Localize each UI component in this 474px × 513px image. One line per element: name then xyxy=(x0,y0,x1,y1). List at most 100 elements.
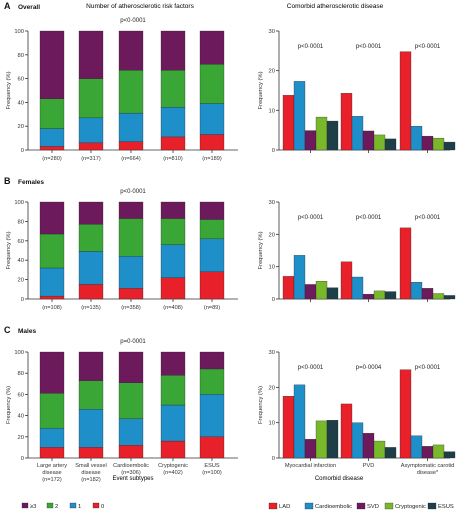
y-tick-label-left: 80 xyxy=(18,53,24,59)
x-category-label: ESUS xyxy=(204,463,220,469)
stacked-bar-segment xyxy=(78,78,104,119)
stacked-bar-segment xyxy=(118,218,144,257)
legend-label-left: 1 xyxy=(78,504,81,510)
panel-title: Females xyxy=(18,179,44,186)
legend-swatch-left xyxy=(21,502,29,509)
x-category-label: Small vessel xyxy=(75,463,106,469)
y-tick-label-right: 10 xyxy=(269,265,275,271)
y-tick-label-right: 10 xyxy=(269,421,275,427)
n-label: (n=306) xyxy=(121,470,141,476)
y-tick-label-right: 30 xyxy=(269,200,275,206)
panel-title: Males xyxy=(18,328,36,335)
y-tick-label-left: 0 xyxy=(21,456,24,462)
grouped-bar xyxy=(399,51,412,151)
grouped-bar xyxy=(326,120,339,151)
grouped-bar xyxy=(293,384,306,459)
stacked-bar-segment xyxy=(160,136,186,151)
grouped-bar xyxy=(399,369,412,459)
stacked-bar-segment xyxy=(160,440,186,459)
stacked-bar-segment xyxy=(199,436,225,459)
stacked-bar-segment xyxy=(78,117,104,144)
legend-swatch-left xyxy=(69,502,77,509)
stacked-bar-segment xyxy=(199,271,225,300)
legend-swatch-right xyxy=(268,502,278,510)
grouped-bar xyxy=(384,138,397,151)
grouped-bar xyxy=(315,281,328,300)
legend-label-left: ≥3 xyxy=(30,504,36,510)
stacked-bar-segment xyxy=(118,351,144,383)
header-right: Comorbid atherosclerotic disease xyxy=(287,3,384,10)
stacked-bar-segment xyxy=(160,70,186,108)
y-tick-label-left: 60 xyxy=(18,239,24,245)
grouped-bar xyxy=(282,396,295,459)
stacked-bar-segment xyxy=(78,201,104,225)
grouped-bar xyxy=(362,293,375,300)
stacked-bar-segment xyxy=(160,107,186,138)
n-label: (n=189) xyxy=(202,156,222,162)
y-tick-label-left: 20 xyxy=(18,278,24,284)
legend-swatch-right xyxy=(356,502,366,510)
n-label: (n=317) xyxy=(81,156,101,162)
grouped-bar xyxy=(351,116,364,151)
stacked-bar-segment xyxy=(39,351,65,394)
stacked-bar-segment xyxy=(39,295,65,300)
legend-label-right: Cardioembolic xyxy=(315,504,352,510)
stacked-bar-segment xyxy=(160,277,186,300)
n-label: (n=280) xyxy=(42,156,62,162)
stacked-bar-segment xyxy=(118,418,144,446)
stacked-bar-segment xyxy=(78,380,104,410)
panel-title: Overall xyxy=(18,4,40,11)
grouped-bar xyxy=(432,293,445,300)
legend-label-left: 0 xyxy=(101,504,104,510)
grouped-bar xyxy=(443,295,456,300)
stacked-bar-segment xyxy=(118,256,144,289)
legend-swatch-left xyxy=(46,502,54,509)
grouped-bar xyxy=(443,451,456,459)
y-tick-label-left: 0 xyxy=(21,297,24,303)
grouped-bar xyxy=(421,288,434,300)
y-tick-label-left: 80 xyxy=(18,371,24,377)
stacked-bar-segment xyxy=(199,134,225,151)
legend-swatch-left xyxy=(92,502,100,509)
y-tick-label-right: 0 xyxy=(272,456,275,462)
legend-swatch-right xyxy=(304,502,314,510)
y-tick-label-left: 40 xyxy=(18,414,24,420)
grouped-bar xyxy=(340,403,353,459)
p-value-annotation: p=0·0001 xyxy=(120,339,146,345)
y-tick-label-right: 0 xyxy=(272,148,275,154)
x-category-label: Myocardial infarction xyxy=(285,463,336,469)
y-tick-label-right: 30 xyxy=(269,29,275,35)
n-label: (n=664) xyxy=(121,156,141,162)
grouped-bar xyxy=(351,276,364,300)
stacked-bar-segment xyxy=(118,70,144,114)
y-axis-label-right: Frequency (%) xyxy=(258,71,264,109)
grouped-bar xyxy=(373,290,386,300)
y-tick-label-left: 80 xyxy=(18,219,24,225)
stacked-bar-segment xyxy=(39,128,65,147)
grouped-bar xyxy=(421,135,434,151)
grouped-bar xyxy=(326,287,339,300)
stacked-bar-segment xyxy=(39,233,65,269)
stacked-bar-segment xyxy=(39,428,65,448)
n-label: (n=89) xyxy=(204,305,220,311)
legend-label-right: LAD xyxy=(279,504,290,510)
n-label: (n=408) xyxy=(163,305,183,311)
n-label: (n=182) xyxy=(81,477,101,483)
y-axis-label-left: Frequency (%) xyxy=(6,231,12,269)
group-p-value: p<0·0001 xyxy=(415,215,441,221)
stacked-bar-segment xyxy=(78,409,104,448)
y-tick-label-right: 30 xyxy=(269,350,275,356)
grouped-bar xyxy=(293,255,306,300)
p-value-annotation: p<0·0001 xyxy=(120,18,146,24)
stacked-bar-segment xyxy=(39,447,65,459)
y-axis-label-right: Frequency (%) xyxy=(258,231,264,269)
stacked-bar-segment xyxy=(199,219,225,240)
grouped-bar xyxy=(315,420,328,459)
stacked-bar-segment xyxy=(78,30,104,79)
group-p-value: p<0·0001 xyxy=(298,215,324,221)
legend-label-right: Cryptogenic xyxy=(395,504,426,510)
grouped-bar xyxy=(304,130,317,151)
grouped-bar xyxy=(432,137,445,151)
panel-letter: B xyxy=(4,176,11,186)
panel-letter: C xyxy=(4,325,11,335)
